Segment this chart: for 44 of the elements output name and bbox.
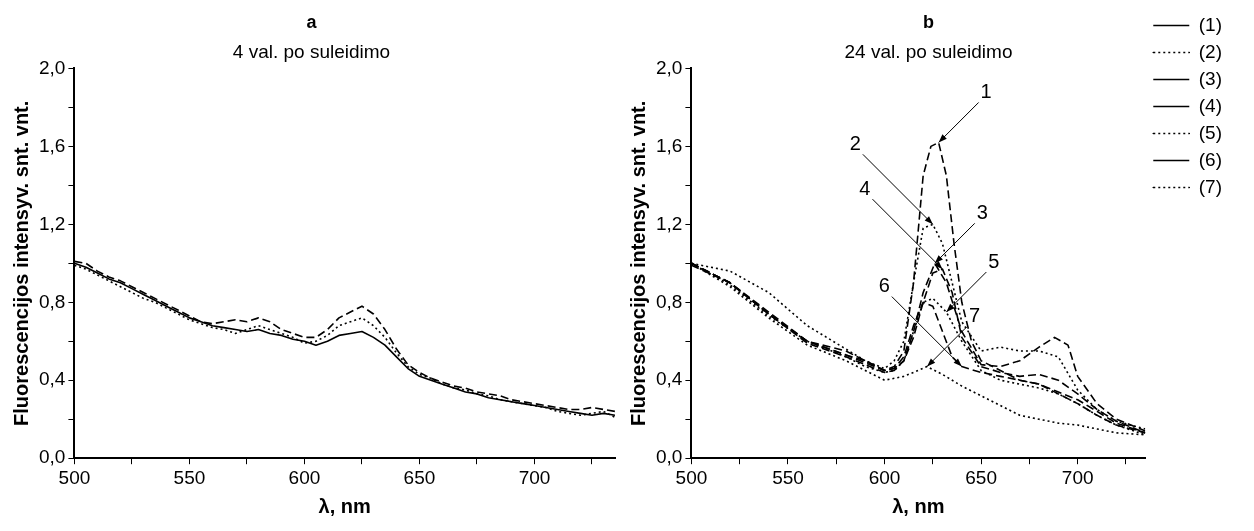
x-tick-label: 550 — [173, 466, 206, 488]
chart-subtitle: 4 val. po suleidimo — [232, 41, 391, 63]
y-tick-label: 0,4 — [38, 368, 66, 390]
x-tick-label: 500 — [58, 466, 91, 488]
annotation: 1 — [980, 79, 992, 102]
y-tick-label: 1,2 — [38, 212, 66, 234]
x-tick-label: 700 — [518, 466, 551, 488]
chart-subtitle: 24 val. po suleidimo — [844, 41, 1013, 63]
legend-label: (7) — [1198, 175, 1223, 197]
annotation: 4 — [859, 176, 871, 199]
y-axis-title: Fluorescencijos intensyv. snt. vnt. — [626, 100, 649, 426]
legend-label: (1) — [1198, 13, 1223, 35]
x-tick-label: 550 — [772, 466, 804, 488]
annotation: 7 — [969, 304, 981, 327]
x-tick-label: 650 — [965, 466, 997, 488]
y-axis-title: Fluorescencijos intensyv. snt. vnt. — [9, 100, 32, 426]
x-tick-label: 600 — [868, 466, 901, 488]
x-axis-title: λ, nm — [892, 494, 945, 517]
y-tick-label: 2,0 — [38, 56, 66, 78]
y-tick-label: 0,8 — [655, 290, 683, 312]
annotation: 2 — [849, 131, 861, 154]
annotation: 5 — [988, 249, 1000, 272]
legend-label: (3) — [1198, 67, 1223, 89]
x-tick-label: 650 — [403, 466, 436, 488]
legend-label: (4) — [1198, 94, 1223, 116]
y-tick-label: 0,4 — [655, 368, 683, 390]
chart-title: b — [923, 11, 934, 32]
annotation: 6 — [878, 274, 890, 297]
x-tick-label: 600 — [288, 466, 321, 488]
annotation: 3 — [976, 200, 988, 223]
legend-label: (2) — [1198, 40, 1223, 62]
x-tick-label: 500 — [675, 466, 708, 488]
legend-label: (5) — [1198, 121, 1223, 143]
y-tick-label: 1,6 — [38, 134, 66, 156]
y-tick-label: 0,0 — [38, 446, 66, 468]
legend-label: (6) — [1198, 148, 1223, 170]
y-tick-label: 1,2 — [655, 212, 683, 234]
y-tick-label: 1,6 — [655, 134, 683, 156]
y-tick-label: 0,0 — [655, 446, 683, 468]
x-tick-label: 700 — [1061, 466, 1094, 488]
x-axis-title: λ, nm — [318, 494, 371, 517]
y-tick-label: 0,8 — [38, 290, 66, 312]
y-tick-label: 2,0 — [655, 56, 683, 78]
chart-title: a — [306, 11, 318, 32]
